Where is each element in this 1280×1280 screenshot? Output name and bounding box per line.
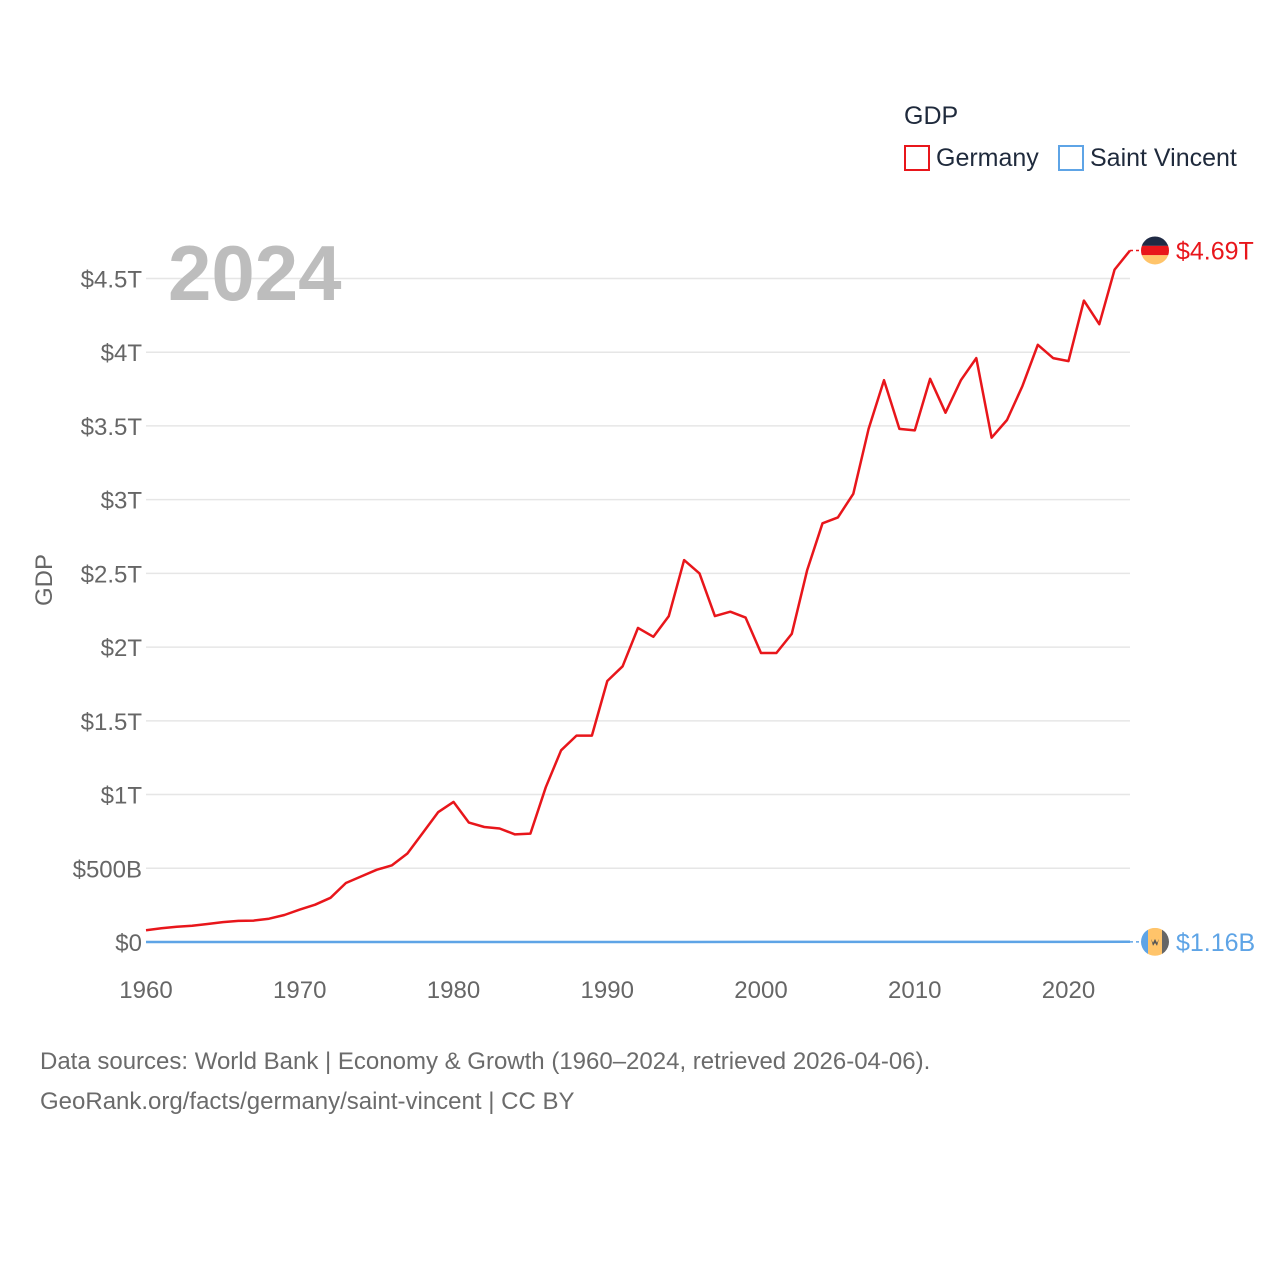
legend-item-saint-vincent[interactable]: Saint Vincent [1058, 144, 1237, 172]
legend-swatch-saint-vincent [1058, 145, 1084, 171]
y-tick-label-4t: $4T [101, 340, 143, 367]
source-footer: Data sources: World Bank | Economy & Gro… [40, 1042, 1240, 1122]
series-line-germany [145, 249, 1131, 932]
x-axis-ticks: 1960 1970 1980 1990 2000 2010 2020 [119, 977, 1095, 1004]
y-tick-label-500b: $500B [73, 856, 142, 883]
y-tick-label-2-5t: $2.5T [81, 561, 143, 588]
y-tick-label-1-5t: $1.5T [81, 709, 143, 736]
y-axis-ticks: $0 $500B $1T $1.5T $2T $2.5T $3T $3.5T $4T $4.5T [73, 266, 143, 957]
source-line: Data sources: World Bank | Economy & Gro… [40, 1048, 931, 1075]
legend-item-germany[interactable]: Germany [904, 144, 1039, 172]
x-tick-label-2010: 2010 [888, 977, 941, 1004]
x-tick-label-2000: 2000 [734, 977, 787, 1004]
y-tick-label-1t: $1T [101, 783, 143, 810]
legend-label-germany: Germany [936, 144, 1039, 172]
x-tick-label-1960: 1960 [119, 977, 172, 1004]
gdp-line-chart: $0$500B$1T$1.5T$2T$2.5T$3T$3.5T$4T$4.5T … [31, 102, 1255, 1004]
end-value-label-germany: $4.69T [1176, 237, 1254, 265]
x-tick-label-1990: 1990 [581, 977, 634, 1004]
series-endpoints: $4.69T $1.16B [1130, 236, 1255, 957]
y-tick-label-3t: $3T [101, 488, 143, 515]
x-tick-label-2020: 2020 [1042, 977, 1095, 1004]
germany-flag-icon [1141, 236, 1169, 265]
legend-label-saint-vincent: Saint Vincent [1090, 144, 1237, 172]
x-tick-label-1970: 1970 [273, 977, 326, 1004]
y-axis-label: GDP [31, 554, 58, 606]
year-watermark: 2024 [168, 229, 342, 317]
y-tick-label-3-5t: $3.5T [81, 414, 143, 441]
legend-swatch-germany [904, 145, 930, 171]
x-tick-label-1980: 1980 [427, 977, 480, 1004]
saint-vincent-flag-icon [1141, 927, 1169, 956]
gridlines [146, 277, 1130, 943]
y-tick-label-0: $0 [115, 930, 142, 957]
y-tick-label-2t: $2T [101, 635, 143, 662]
source-url-line[interactable]: GeoRank.org/facts/germany/saint-vincent … [40, 1088, 575, 1115]
y-tick-label-4-5t: $4.5T [81, 266, 143, 293]
legend-title: GDP [904, 102, 958, 130]
end-value-label-saint-vincent: $1.16B [1176, 929, 1255, 957]
legend: GDP Germany Saint Vincent [904, 102, 1237, 172]
series-lines [145, 249, 1131, 944]
